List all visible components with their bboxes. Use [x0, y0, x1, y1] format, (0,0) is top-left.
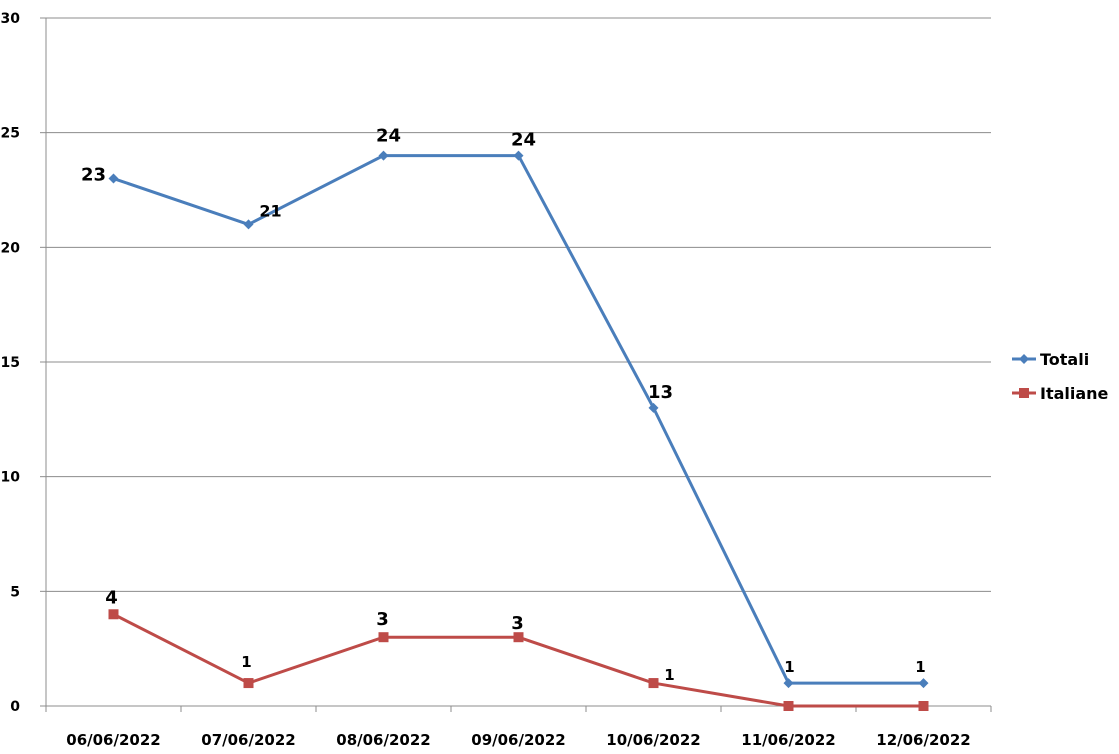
data-point-totali [783, 678, 794, 689]
data-label-totali: 23 [81, 165, 106, 186]
series-line-totali [113, 154, 924, 685]
data-point-totali [513, 150, 524, 161]
data-label-italiane: 3 [511, 613, 524, 634]
y-tick-label: 15 [1, 355, 20, 371]
data-point-totali [243, 219, 254, 230]
legend-marker-totali [1019, 354, 1029, 364]
x-axis-ticks: 06/06/2022 07/06/2022 08/06/2022 09/06/2022… [45, 706, 992, 749]
data-point-totali [378, 150, 389, 161]
y-tick-label: 20 [1, 240, 21, 256]
x-tick-label: 06/06/2022 [66, 731, 160, 749]
data-label-totali: 24 [376, 126, 401, 147]
data-label-italiane: 1 [241, 653, 251, 671]
data-point-totali [108, 173, 119, 184]
x-tick-label: 10/06/2022 [606, 731, 700, 749]
data-label-italiane: 1 [664, 666, 674, 684]
data-point-italiane [378, 632, 389, 643]
y-tick-label: 30 [1, 11, 21, 27]
y-tick-label: 10 [1, 470, 21, 486]
data-point-italiane [513, 632, 524, 643]
data-label-totali: 1 [915, 658, 925, 676]
y-tick-label: 25 [1, 126, 20, 142]
x-tick-label: 07/06/2022 [201, 731, 295, 749]
legend: Totali Italiane [1012, 350, 1109, 403]
x-tick-label: 12/06/2022 [876, 731, 970, 749]
gridlines [46, 17, 991, 592]
x-tick-label: 09/06/2022 [471, 731, 565, 749]
data-label-italiane: 3 [376, 609, 389, 630]
legend-marker-italiane [1019, 388, 1029, 398]
data-point-totali [648, 402, 659, 413]
x-tick-label: 08/06/2022 [336, 731, 430, 749]
data-label-totali: 1 [784, 658, 794, 676]
legend-label-totali: Totali [1040, 350, 1089, 369]
y-axis-ticks: 0 5 10 15 20 25 30 [1, 11, 46, 715]
data-label-totali: 13 [648, 382, 673, 403]
series-layer [108, 150, 929, 711]
y-tick-label: 5 [10, 584, 20, 600]
x-tick-label: 11/06/2022 [741, 731, 835, 749]
data-label-totali: 24 [511, 130, 536, 151]
data-point-italiane [783, 701, 794, 711]
data-label-italiane: 4 [105, 587, 118, 608]
data-point-italiane [648, 678, 659, 689]
data-point-italiane [243, 678, 254, 689]
data-point-italiane [918, 701, 929, 711]
y-tick-label: 0 [10, 699, 20, 715]
legend-label-italiane: Italiane [1040, 384, 1109, 403]
data-label-totali: 21 [259, 201, 281, 220]
data-point-italiane [108, 609, 119, 620]
data-point-totali [918, 678, 929, 689]
